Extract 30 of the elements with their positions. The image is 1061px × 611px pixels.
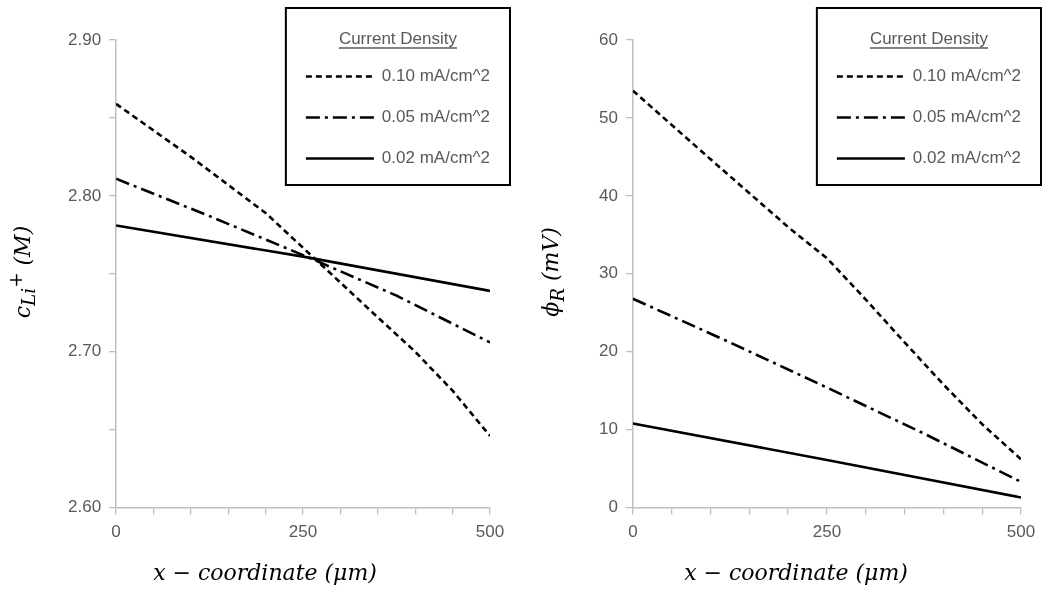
legend-label: 0.10 mA/cm^2 bbox=[912, 66, 1022, 86]
legend-label: 0.02 mA/cm^2 bbox=[912, 148, 1022, 168]
y-tick-label: 0 bbox=[608, 497, 618, 517]
x-tick-label: 250 bbox=[812, 522, 842, 542]
x-tick-label: 0 bbox=[628, 522, 638, 542]
y-tick-label: 50 bbox=[598, 107, 618, 127]
x-tick-label: 500 bbox=[475, 522, 505, 542]
y-tick-label: 60 bbox=[598, 29, 618, 49]
x-axis-title: x − coordinate (μm) bbox=[152, 560, 378, 585]
y-tick-label: 2.70 bbox=[67, 341, 102, 361]
y-tick-label: 30 bbox=[598, 263, 618, 283]
line-series bbox=[632, 297, 1021, 484]
y-tick-label: 2.90 bbox=[67, 29, 102, 49]
legend-title: Current Density bbox=[869, 29, 989, 48]
legend-label: 0.10 mA/cm^2 bbox=[381, 66, 491, 86]
legend-label: 0.05 mA/cm^2 bbox=[381, 107, 491, 127]
y-tick-label: 10 bbox=[598, 419, 618, 439]
x-axis-title: x − coordinate (μm) bbox=[683, 560, 909, 585]
x-tick-label: 0 bbox=[111, 522, 121, 542]
line-series bbox=[116, 102, 490, 438]
legend-title: Current Density bbox=[338, 29, 458, 48]
y-tick-label: 40 bbox=[598, 185, 618, 205]
legend-label: 0.05 mA/cm^2 bbox=[912, 107, 1022, 127]
x-tick-label: 500 bbox=[1006, 522, 1036, 542]
y-tick-label: 2.80 bbox=[67, 185, 102, 205]
x-tick-label: 250 bbox=[288, 522, 318, 542]
y-tick-label: 2.60 bbox=[67, 497, 102, 517]
y-tick-label: 20 bbox=[598, 341, 618, 361]
line-series bbox=[632, 89, 1021, 461]
legend-label: 0.02 mA/cm^2 bbox=[381, 148, 491, 168]
